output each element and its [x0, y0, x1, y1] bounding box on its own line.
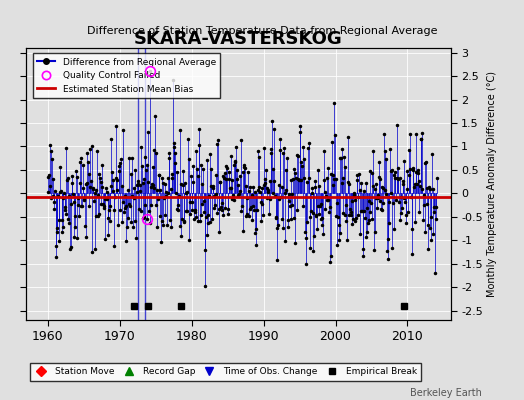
Y-axis label: Monthly Temperature Anomaly Difference (°C): Monthly Temperature Anomaly Difference (…	[487, 71, 497, 297]
Text: Berkeley Earth: Berkeley Earth	[410, 388, 482, 398]
Text: Difference of Station Temperature Data from Regional Average: Difference of Station Temperature Data f…	[87, 26, 437, 36]
Legend: Station Move, Record Gap, Time of Obs. Change, Empirical Break: Station Move, Record Gap, Time of Obs. C…	[30, 363, 421, 381]
Title: SKARA-VASTERSKOG: SKARA-VASTERSKOG	[134, 30, 343, 48]
